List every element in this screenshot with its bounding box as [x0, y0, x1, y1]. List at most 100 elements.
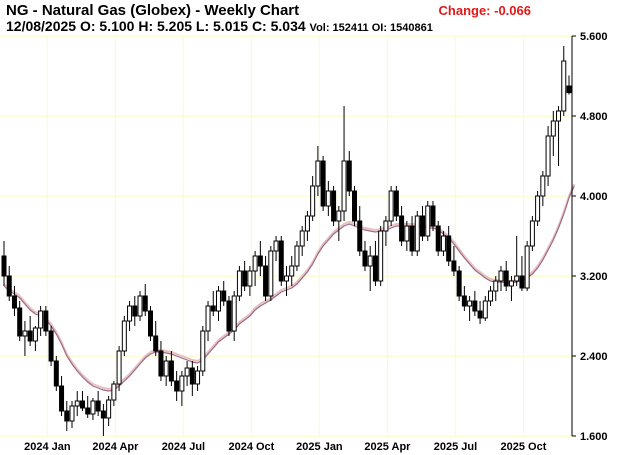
candle-body [174, 380, 180, 392]
x-tick-label: 2024 Jul [162, 441, 205, 453]
candle-body [514, 275, 520, 282]
candle-body [446, 235, 452, 262]
candle-body [383, 220, 389, 232]
candle [153, 321, 159, 356]
candle [6, 266, 12, 301]
volume-oi: Vol: 152411 OI: 1540861 [309, 22, 433, 34]
candle-body [524, 245, 530, 289]
candle-body [430, 205, 436, 227]
candle-body [498, 270, 504, 282]
candle [226, 296, 232, 336]
candle-body [341, 160, 347, 212]
candle-body [372, 255, 378, 282]
chart-title: NG - Natural Gas (Globex) - Weekly Chart [6, 2, 300, 19]
candle [163, 356, 169, 386]
candle-body [121, 320, 127, 352]
quote-date: 12/08/2025 [6, 18, 77, 34]
moving-average [3, 183, 576, 392]
candle [257, 241, 263, 276]
candle-body [488, 290, 494, 302]
candle-body [231, 295, 237, 332]
x-tick-label: 2024 Apr [92, 441, 139, 453]
candle [11, 286, 17, 316]
candle [535, 191, 541, 226]
candle [236, 266, 242, 301]
candle [100, 404, 106, 436]
candle [137, 291, 143, 321]
candle-body [147, 310, 153, 337]
change-value: Change: -0.066 [438, 3, 531, 18]
candle-body [95, 400, 101, 412]
candle [132, 296, 138, 326]
x-tick-label: 2024 Oct [228, 441, 274, 453]
candle-body [257, 255, 263, 267]
candle [341, 106, 347, 221]
candle [336, 206, 342, 241]
candle [221, 281, 227, 306]
candle-body [461, 295, 467, 307]
candle [325, 181, 331, 216]
candle-body [74, 400, 80, 407]
candle-body [508, 280, 514, 287]
candle-body [362, 250, 368, 267]
candle-body [278, 240, 284, 282]
candle [195, 366, 201, 391]
ma-band [3, 183, 576, 391]
candle [362, 241, 368, 271]
candle [315, 146, 321, 196]
candle-body [189, 367, 195, 385]
candle-body [310, 185, 316, 217]
candle-body [11, 295, 17, 309]
candle-body [184, 367, 190, 377]
candle [304, 211, 310, 241]
candle [205, 301, 211, 341]
candle [409, 216, 415, 256]
candle-body [315, 160, 321, 187]
candle [294, 241, 300, 271]
candle-body [90, 400, 96, 415]
candle [32, 326, 38, 351]
candle [69, 401, 75, 428]
candle-body [252, 255, 258, 272]
candle [299, 226, 305, 256]
candle-body [236, 270, 242, 297]
candle [508, 276, 514, 301]
candle-body [414, 215, 420, 252]
candle [367, 246, 373, 291]
candle-body [336, 210, 342, 222]
candle [352, 186, 358, 226]
candle-body [247, 270, 253, 287]
candle-body [17, 307, 23, 337]
candle-body [137, 295, 143, 317]
candle [116, 346, 122, 391]
candle-body [451, 260, 457, 272]
candle-body [85, 407, 91, 415]
candle-body [200, 330, 206, 372]
candle [556, 106, 562, 166]
candle-body [289, 265, 295, 277]
candle-body [268, 250, 274, 297]
y-axis: 5.600 4.800 4.000 3.200 2.400 1.600 [571, 31, 608, 443]
candle-body [399, 215, 405, 242]
y-tick-label: 4.800 [580, 111, 608, 123]
candle [346, 151, 352, 196]
candle-body [111, 383, 117, 401]
candle [59, 376, 65, 416]
grid [0, 35, 572, 437]
candle [451, 246, 457, 276]
candle [550, 111, 556, 156]
candle [95, 391, 101, 416]
candle-body [22, 330, 28, 337]
candle [493, 276, 499, 301]
candle-body [210, 305, 216, 312]
candle-body [116, 350, 122, 385]
candle-body [393, 190, 399, 217]
candle-body [242, 270, 248, 287]
candle-body [561, 60, 567, 112]
y-tick-label: 5.600 [580, 31, 608, 43]
candle-body [503, 270, 509, 287]
candle-body [263, 265, 269, 297]
candle-body [6, 275, 12, 297]
candle [425, 201, 431, 241]
